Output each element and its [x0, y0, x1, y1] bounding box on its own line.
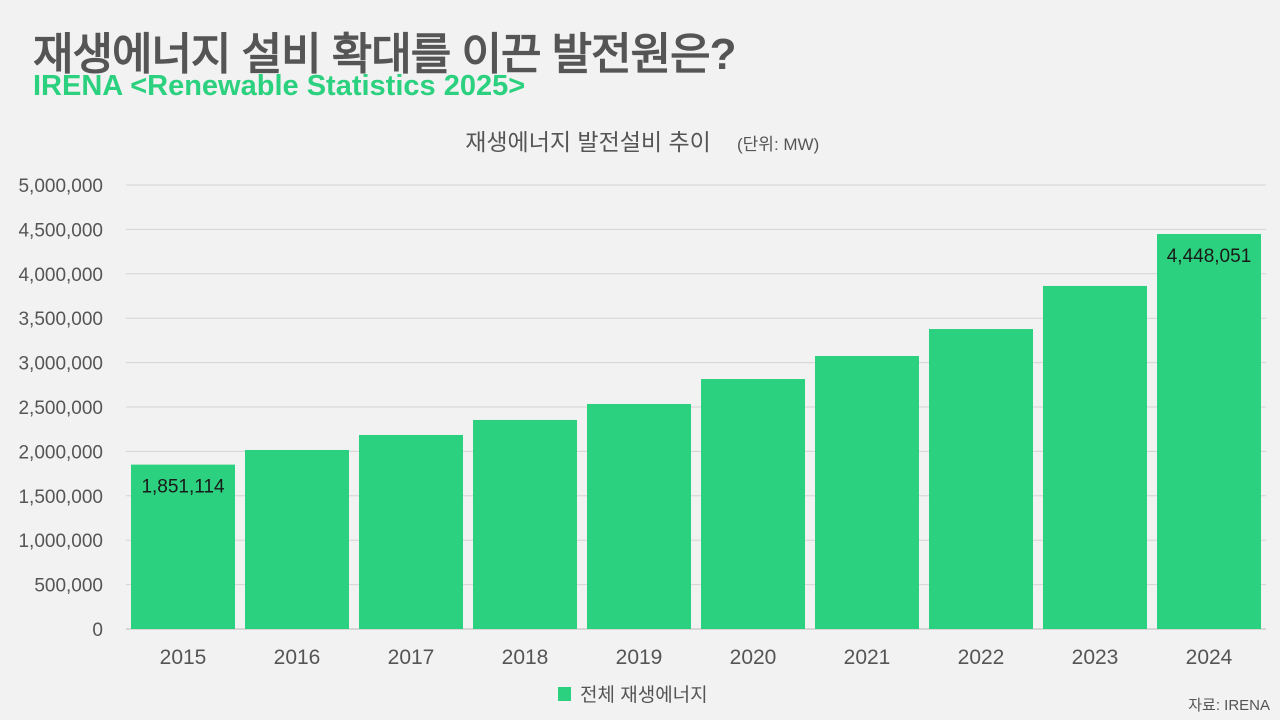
- x-tick-label: 2019: [616, 646, 663, 669]
- x-tick-label: 2023: [1072, 646, 1119, 669]
- y-tick-label: 3,500,000: [18, 309, 103, 330]
- legend-label: 전체 재생에너지: [580, 684, 708, 706]
- x-tick-label: 2015: [160, 646, 207, 669]
- bar-2024: [1157, 234, 1261, 630]
- chart-title-unit: (단위: MW): [737, 135, 819, 154]
- chart-title: 재생에너지 발전설비 추이: [465, 129, 711, 155]
- page-subtitle: IRENA <Renewable Statistics 2025>: [33, 70, 526, 102]
- x-tick-label: 2018: [502, 646, 549, 669]
- y-tick-label: 4,500,000: [18, 220, 103, 241]
- y-tick-label: 4,000,000: [18, 265, 103, 286]
- data-label: 4,448,051: [1167, 246, 1252, 267]
- bar-2023: [1043, 285, 1147, 629]
- bar-2016: [245, 449, 349, 629]
- y-tick-label: 3,000,000: [18, 354, 103, 375]
- y-tick-label: 1,000,000: [18, 531, 103, 552]
- y-tick-label: 0: [92, 620, 103, 641]
- x-tick-label: 2022: [958, 646, 1005, 669]
- x-tick-label: 2017: [388, 646, 435, 669]
- bar-2021: [815, 356, 919, 629]
- x-tick-label: 2016: [274, 646, 321, 669]
- bar-2020: [701, 379, 805, 629]
- y-tick-label: 2,500,000: [18, 398, 103, 419]
- source-note: 자료: IRENA: [1188, 697, 1270, 714]
- bar-2017: [359, 434, 463, 629]
- bar-2018: [473, 419, 577, 629]
- bar-2019: [587, 403, 691, 629]
- data-label: 1,851,114: [141, 477, 225, 498]
- x-tick-label: 2021: [844, 646, 891, 669]
- bar-2015: [131, 464, 235, 629]
- y-tick-label: 1,500,000: [18, 487, 103, 508]
- bar-2022: [929, 329, 1033, 629]
- x-tick-label: 2024: [1186, 646, 1233, 669]
- y-tick-label: 2,000,000: [18, 442, 103, 463]
- legend-swatch: [558, 687, 571, 701]
- x-tick-label: 2020: [730, 646, 777, 669]
- page-title: 재생에너지 설비 확대를 이끈 발전원은?: [33, 30, 736, 79]
- y-tick-label: 500,000: [34, 576, 103, 597]
- y-tick-label: 5,000,000: [18, 176, 103, 197]
